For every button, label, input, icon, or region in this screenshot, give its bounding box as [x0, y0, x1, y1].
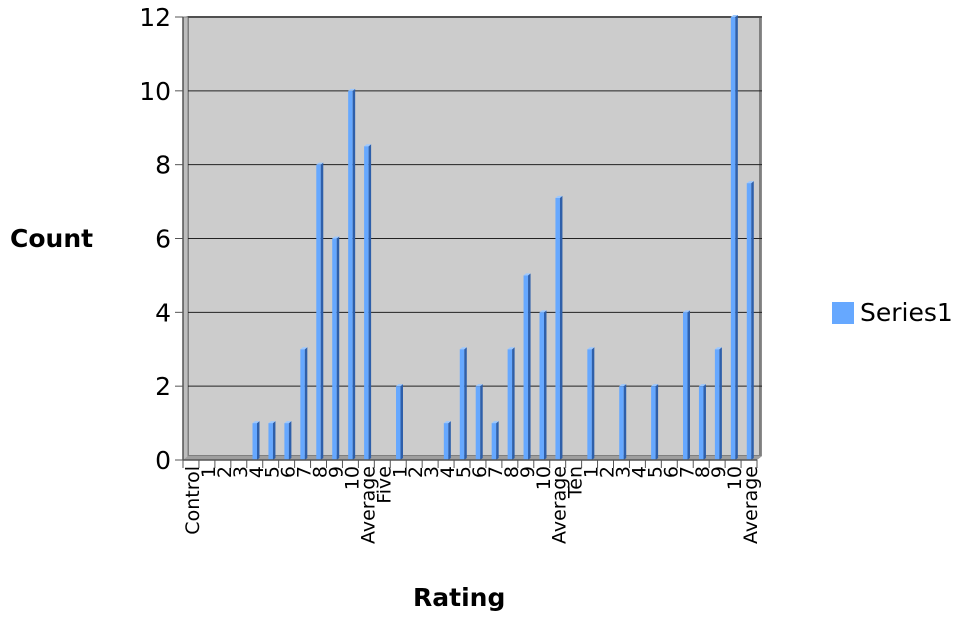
bar: [730, 15, 738, 460]
x-tick-label: 7: [676, 466, 698, 478]
x-tick-label: Average: [357, 466, 379, 544]
x-tick-label: 10: [533, 466, 555, 490]
x-tick-label: 1: [581, 466, 603, 478]
bar: [491, 421, 499, 460]
x-tick-label: Ten: [565, 466, 587, 499]
plot-floor: [183, 456, 762, 460]
bar: [443, 421, 451, 460]
x-tick-label: Control: [182, 466, 204, 535]
y-tick-label: 0: [155, 446, 171, 475]
y-tick-label: 10: [139, 77, 171, 106]
y-tick-label: 12: [139, 3, 171, 32]
bar: [284, 421, 292, 460]
bar: [252, 421, 260, 460]
legend-label: Series1: [860, 298, 953, 327]
y-tick-label: 4: [155, 298, 171, 327]
legend-swatch: [832, 301, 854, 324]
bar: [348, 88, 356, 460]
x-tick-label: 3: [421, 466, 443, 478]
x-tick-label: 5: [453, 466, 475, 478]
bar: [459, 347, 467, 460]
x-tick-label: 7: [485, 466, 507, 478]
bar: [316, 162, 324, 460]
x-tick-label: 5: [262, 466, 284, 478]
x-tick-label: 6: [278, 466, 300, 478]
x-tick-label: 2: [405, 466, 427, 478]
x-tick-label: 8: [501, 466, 523, 478]
x-tick-label: 6: [660, 466, 682, 478]
x-tick-label: 10: [341, 466, 363, 490]
x-tick-label: 3: [230, 466, 252, 478]
y-tick-label: 2: [155, 372, 171, 401]
bar: [683, 310, 690, 460]
x-tick-label: 4: [437, 466, 459, 478]
bar: [714, 347, 722, 460]
bar: [539, 310, 547, 460]
x-tick-label: 8: [692, 466, 714, 478]
x-tick-label: 7: [294, 466, 316, 478]
bar: [746, 181, 754, 460]
x-tick-label: 1: [389, 466, 411, 478]
legend: Series1: [832, 298, 953, 327]
bar: [619, 384, 627, 460]
bar: [300, 347, 308, 460]
bar: [507, 347, 515, 460]
x-tick-label: Average: [740, 466, 762, 544]
x-tick-label: 4: [246, 466, 268, 478]
x-tick-label: 9: [708, 466, 730, 478]
bar: [587, 347, 595, 460]
bar: [396, 384, 403, 460]
x-tick-label: 5: [644, 466, 666, 478]
bar: [698, 384, 706, 460]
x-tick-label: 2: [214, 466, 236, 478]
x-tick-label: Five: [373, 466, 395, 504]
x-tick-label: 6: [469, 466, 491, 478]
bar: [268, 421, 276, 460]
plot-area: [187, 16, 761, 457]
x-tick-label: 9: [517, 466, 539, 478]
y-tick-label: 8: [155, 151, 171, 180]
bar: [364, 144, 372, 461]
x-axis-title: Rating: [413, 583, 506, 612]
x-tick-label: 10: [724, 466, 746, 490]
bar: [475, 384, 483, 460]
bar: [523, 273, 531, 460]
x-tick-label: 1: [198, 466, 220, 478]
x-tick-label: 3: [612, 466, 634, 478]
x-tick-label: 4: [628, 466, 650, 478]
y-tick-label: 6: [155, 225, 171, 254]
x-tick-label: 9: [325, 466, 347, 478]
bar: [332, 236, 340, 460]
x-tick-label: 8: [310, 466, 332, 478]
bar: [651, 384, 659, 460]
x-tick-label: Average: [549, 466, 571, 544]
x-tick-label: 2: [597, 466, 619, 478]
bar: [555, 195, 563, 460]
y-axis-title: Count: [10, 224, 94, 253]
